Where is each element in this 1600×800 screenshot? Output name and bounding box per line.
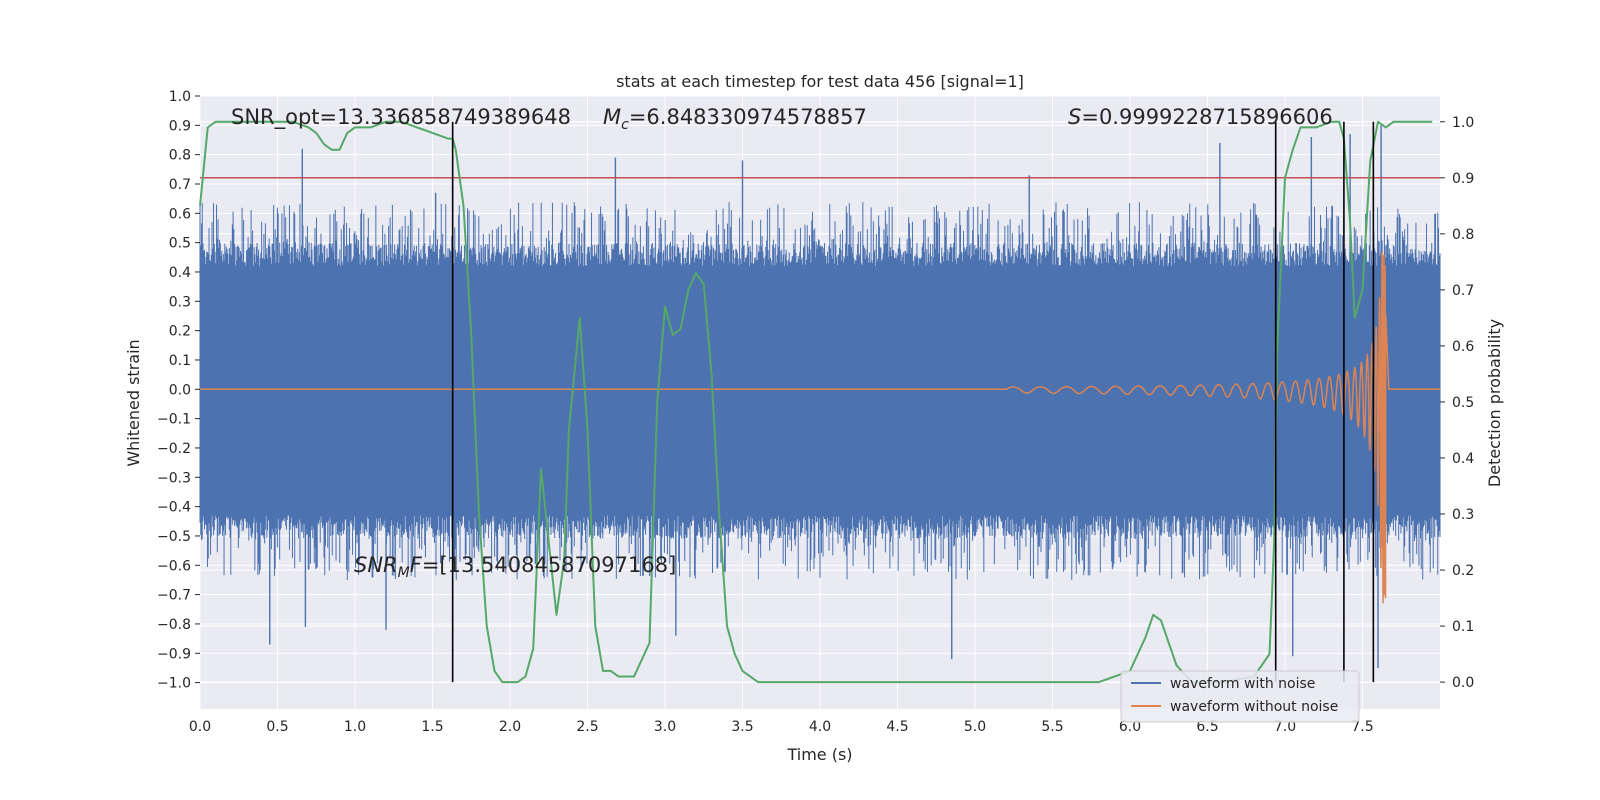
- legend-label-clean: waveform without noise: [1170, 699, 1338, 715]
- legend-label-noise: waveform with noise: [1170, 676, 1315, 692]
- annotation-s-value: =0.9999228715896606: [1081, 105, 1332, 129]
- y-tick-label: 0.4: [169, 265, 191, 281]
- y-tick-label: −0.8: [157, 617, 191, 633]
- annotation-snr-mf: SNRMF=[13.54084587097168]: [354, 553, 676, 581]
- x-tick-label: 4.5: [886, 719, 908, 735]
- x-tick-label: 7.5: [1351, 719, 1373, 735]
- legend: waveform with noise waveform without noi…: [1120, 670, 1360, 723]
- annotation-chirp-mass: Mc=6.848330974578857: [603, 105, 867, 133]
- x-tick-label: 1.0: [344, 719, 366, 735]
- noise-core: [200, 266, 1440, 516]
- y-tick-label: 0.9: [169, 118, 191, 134]
- clean-waveform-line: [199, 251, 1440, 604]
- y-tick-label: 0.6: [169, 206, 191, 222]
- y2-axis-ticks: 1.0 0.9 0.8 0.7 0.6 0.5 0.4 0.3 0.2 0.1 0.0: [1440, 115, 1474, 691]
- y2-tick-label: 0.5: [1452, 395, 1474, 411]
- y2-tick-label: 0.4: [1452, 451, 1474, 467]
- y-tick-label: −0.2: [157, 441, 191, 457]
- y-tick-label: −0.6: [157, 558, 191, 574]
- y-tick-label: −1.0: [157, 676, 191, 692]
- y2-tick-label: 0.8: [1452, 227, 1474, 243]
- y2-tick-label: 0.0: [1452, 675, 1474, 691]
- x-tick-label: 4.0: [809, 719, 831, 735]
- series-waveform-with-noise: [199, 125, 1441, 668]
- y2-tick-label: 0.3: [1452, 507, 1474, 523]
- series-detection-probability: [199, 120, 1440, 684]
- y-tick-label: 0.7: [169, 177, 191, 193]
- y-axis-ticks: 1.0 0.9 0.8 0.7 0.6 0.5 0.4 0.3 0.2 0.1 0.0 −0.1 −0.…: [157, 89, 200, 692]
- y2-tick-label: 1.0: [1452, 115, 1474, 131]
- annotation-chirp-mass-value: =6.848330974578857: [629, 105, 867, 129]
- probability-line: [199, 120, 1433, 684]
- x-tick-label: 3.5: [731, 719, 753, 735]
- y-tick-label: 0.2: [169, 324, 191, 340]
- x-tick-label: 2.0: [499, 719, 521, 735]
- y-tick-label: 0.3: [169, 294, 191, 310]
- y2-axis-label: Detection probability: [1485, 319, 1504, 487]
- y-tick-label: 1.0: [169, 89, 191, 105]
- y-tick-label: 0.1: [169, 353, 191, 369]
- legend-box: [1120, 670, 1360, 723]
- vertical-markers: [451, 121, 1375, 683]
- x-tick-label: 6.0: [1119, 719, 1141, 735]
- x-tick-label: 0.0: [189, 719, 211, 735]
- y-tick-label: −0.1: [157, 412, 191, 428]
- x-tick-label: 1.5: [421, 719, 443, 735]
- x-tick-label: 6.5: [1196, 719, 1218, 735]
- y-tick-label: −0.7: [157, 588, 191, 604]
- y-tick-label: 0.0: [169, 382, 191, 398]
- x-tick-label: 2.5: [576, 719, 598, 735]
- chart-title: stats at each timestep for test data 456…: [616, 72, 1024, 91]
- x-tick-label: 3.0: [654, 719, 676, 735]
- annotation-s: S=0.9999228715896606: [1068, 105, 1333, 129]
- y2-tick-label: 0.6: [1452, 339, 1474, 355]
- y2-tick-label: 0.9: [1452, 171, 1474, 187]
- annotation-snr-mf-value: =[13.54084587097168]: [422, 553, 676, 577]
- annotation-snr-opt: SNR_opt=13.336858749389648: [231, 105, 571, 130]
- x-tick-label: 5.0: [964, 719, 986, 735]
- series-waveform-without-noise: [199, 251, 1440, 604]
- y-tick-label: −0.9: [157, 646, 191, 662]
- y2-tick-label: 0.1: [1452, 619, 1474, 635]
- x-tick-label: 0.5: [266, 719, 288, 735]
- y2-tick-label: 0.2: [1452, 563, 1474, 579]
- x-axis-label: Time (s): [786, 745, 852, 764]
- x-axis-ticks: 0.0 0.5 1.0 1.5 2.0 2.5 3.0 3.5 4.0 4.5 5.0 5.5 6.0 6…: [189, 719, 1374, 735]
- y-tick-label: 0.8: [169, 148, 191, 164]
- x-tick-label: 5.5: [1041, 719, 1063, 735]
- y-tick-label: −0.4: [157, 500, 191, 516]
- y-axis-label: Whitened strain: [124, 339, 143, 466]
- x-tick-label: 7.0: [1274, 719, 1296, 735]
- y-tick-label: −0.5: [157, 529, 191, 545]
- y2-tick-label: 0.7: [1452, 283, 1474, 299]
- y-tick-label: −0.3: [157, 470, 191, 486]
- y-tick-label: 0.5: [169, 236, 191, 252]
